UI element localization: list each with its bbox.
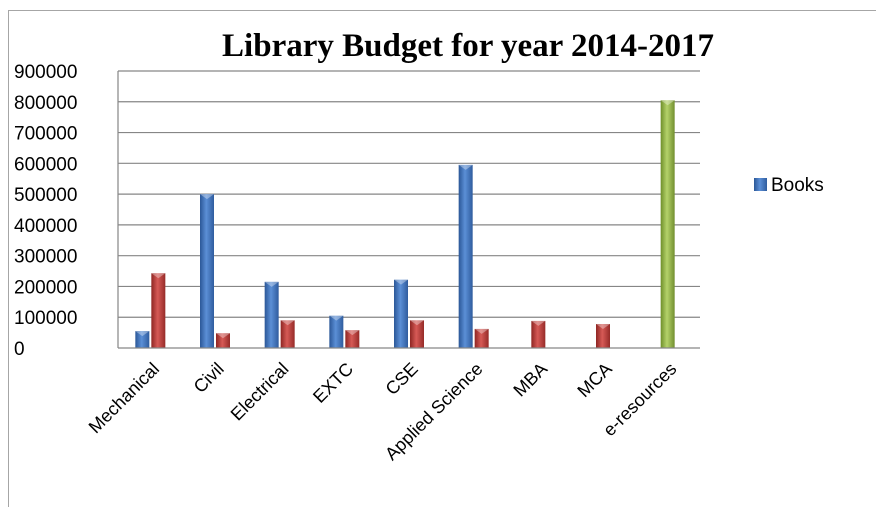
bar-cap <box>151 273 166 279</box>
legend: Books <box>754 175 824 196</box>
legend-label: Books <box>771 175 824 196</box>
bar <box>660 100 675 348</box>
bar-cap <box>474 328 489 334</box>
bar-cap <box>135 331 150 337</box>
bar <box>531 320 546 348</box>
y-tick-label: 300000 <box>14 247 77 268</box>
x-tick-label: CSE <box>382 359 422 399</box>
bar-cap <box>410 320 424 326</box>
bar-cap <box>345 330 360 336</box>
bars <box>135 100 675 348</box>
bar-cap <box>280 320 295 326</box>
y-tick-label: 100000 <box>14 308 77 329</box>
axes <box>117 71 700 349</box>
bar-cap <box>458 164 473 170</box>
bar <box>596 323 610 348</box>
chart-frame <box>8 10 876 507</box>
y-tick-label: 0 <box>14 339 25 360</box>
y-tick-label: 200000 <box>14 277 77 298</box>
bar <box>458 164 473 348</box>
bar <box>329 315 344 348</box>
bar-cap <box>596 323 610 329</box>
y-tick-label: 700000 <box>14 124 77 145</box>
x-tick-label: Mechanical <box>85 359 164 438</box>
legend-swatch <box>754 178 767 191</box>
bar <box>151 273 166 348</box>
x-tick-label: MBA <box>509 359 551 401</box>
chart-title: Library Budget for year 2014-2017 <box>222 28 714 64</box>
y-tick-label: 600000 <box>14 154 77 175</box>
bar <box>280 320 295 348</box>
bar <box>410 320 424 348</box>
bar-cap <box>660 100 675 106</box>
x-tick-label: MCA <box>573 359 615 401</box>
bar-cap <box>394 279 408 285</box>
bar-cap <box>200 194 214 200</box>
x-tick-label: Electrical <box>227 359 293 425</box>
bar <box>345 330 360 348</box>
bar <box>474 328 489 348</box>
bar-cap <box>264 281 279 287</box>
bar <box>135 331 150 348</box>
bar-cap <box>216 333 230 339</box>
bar <box>200 194 214 348</box>
x-tick-label: EXTC <box>309 359 357 407</box>
y-tick-label: 800000 <box>14 93 77 114</box>
x-tick-label: Civil <box>190 359 228 397</box>
y-axis-ticks: 0 100000 200000 300000 400000 500000 600000 700… <box>14 62 77 360</box>
y-tick-label: 400000 <box>14 216 77 237</box>
y-tick-label: 500000 <box>14 185 77 206</box>
bar-cap <box>329 315 344 321</box>
bar-cap <box>531 320 546 326</box>
bar <box>264 281 279 348</box>
bar <box>394 279 408 348</box>
y-tick-label: 900000 <box>14 62 77 83</box>
bar <box>216 333 230 348</box>
gridlines <box>118 70 700 318</box>
